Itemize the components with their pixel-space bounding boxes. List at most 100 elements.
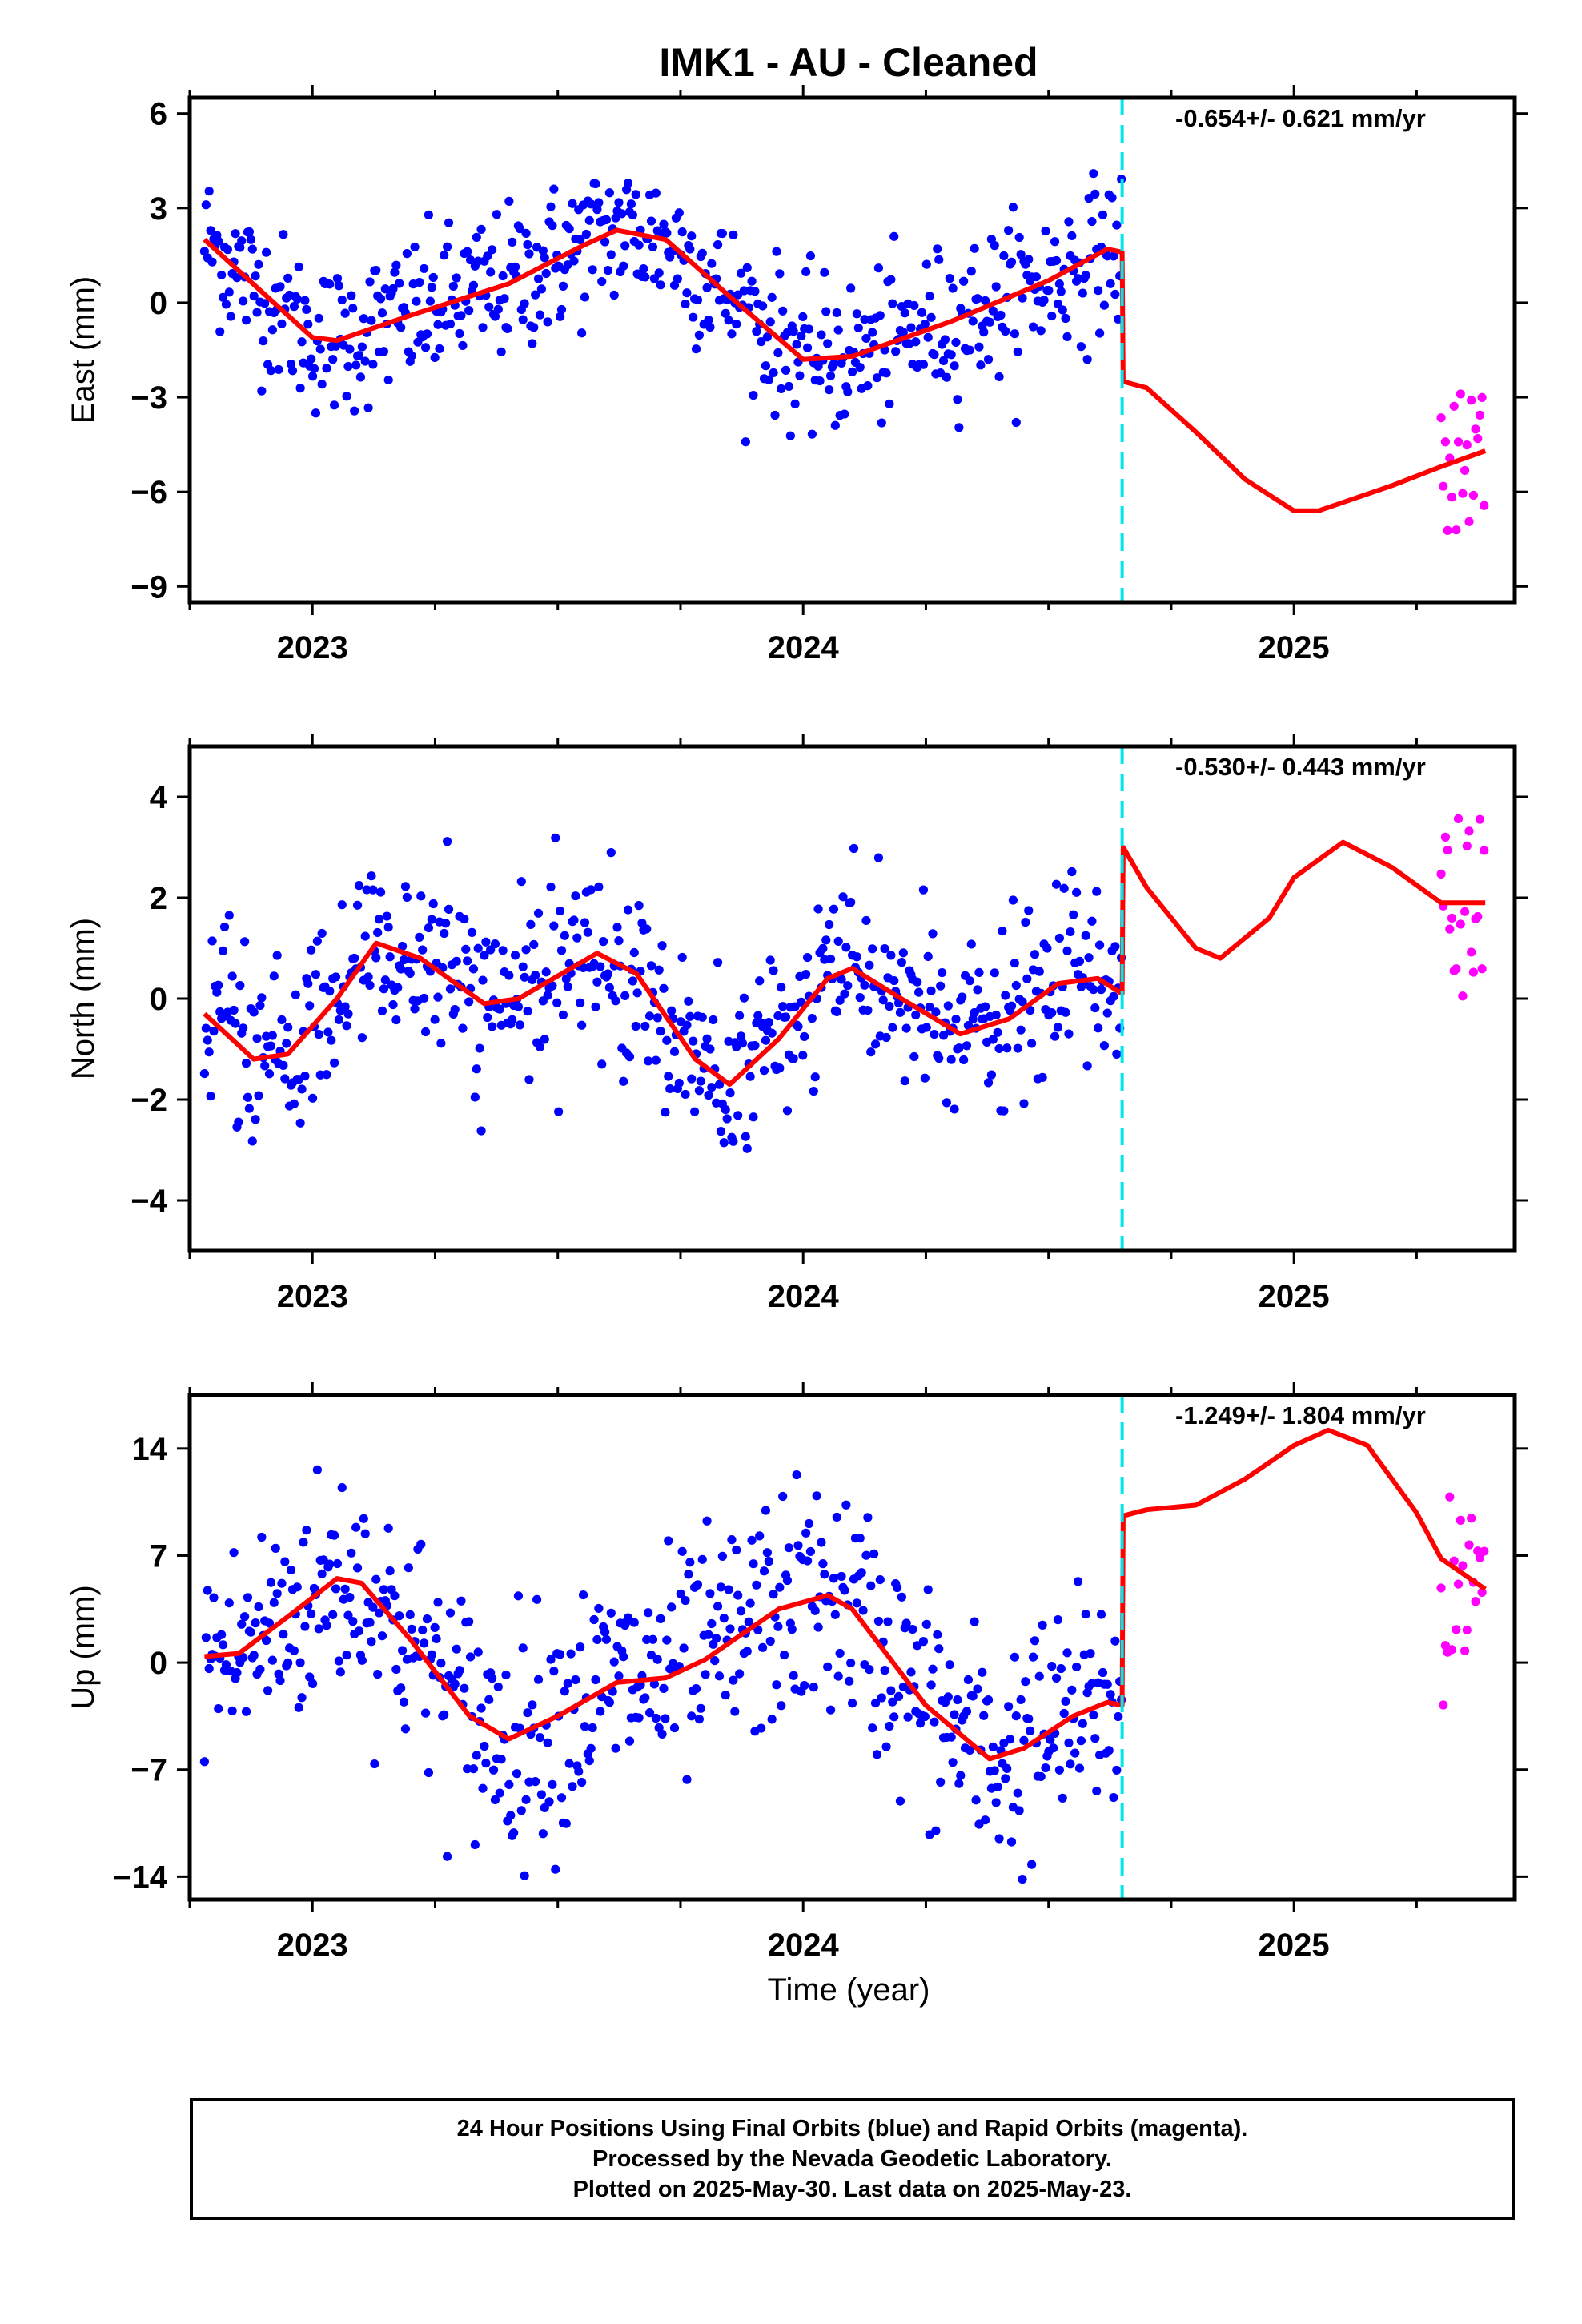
final-orbit-point (214, 236, 223, 246)
final-orbit-point (300, 296, 310, 305)
final-orbit-point (234, 1117, 243, 1127)
final-orbit-point (1053, 1615, 1063, 1625)
final-orbit-point (772, 1680, 781, 1690)
final-orbit-point (1010, 1652, 1019, 1662)
x-tick-label: 2025 (1259, 1279, 1330, 1314)
final-orbit-point (619, 261, 628, 271)
final-orbit-point (895, 1796, 905, 1806)
final-orbit-point (241, 1707, 251, 1716)
final-orbit-point (501, 1670, 511, 1680)
final-orbit-point (656, 1027, 665, 1036)
caption-line-1: 24 Hour Positions Using Final Orbits (bl… (456, 2116, 1248, 2141)
final-orbit-point (382, 911, 391, 921)
final-orbit-point (640, 1693, 650, 1703)
final-orbit-point (286, 1565, 296, 1575)
final-orbit-point (300, 1622, 310, 1631)
final-orbit-point (1067, 231, 1077, 241)
final-orbit-point (463, 247, 472, 256)
final-orbit-point (481, 937, 491, 947)
final-orbit-point (908, 1624, 917, 1634)
final-orbit-point (255, 1000, 265, 1011)
final-orbit-point (713, 1602, 723, 1611)
final-orbit-point (445, 319, 456, 329)
x-tick-label: 2024 (768, 1928, 840, 1963)
final-orbit-point (900, 308, 909, 318)
final-orbit-point (823, 1662, 833, 1671)
final-orbit-point (1094, 940, 1105, 950)
final-orbit-point (702, 283, 712, 292)
final-orbit-point (267, 1655, 277, 1665)
final-orbit-point (365, 980, 375, 990)
final-orbit-point (624, 1736, 635, 1746)
final-orbit-point (761, 1035, 771, 1045)
rapid-orbit-point (1440, 1641, 1451, 1651)
final-orbit-point (741, 1132, 750, 1141)
final-orbit-point (701, 1670, 710, 1679)
final-orbit-point (548, 221, 557, 231)
final-orbit-point (829, 359, 839, 368)
final-orbit-point (1005, 1735, 1015, 1744)
rapid-orbit-point (1473, 433, 1483, 444)
final-orbit-point (428, 899, 438, 909)
final-orbit-point (1038, 1620, 1047, 1630)
final-orbit-point (789, 1054, 798, 1063)
final-orbit-point (716, 1582, 726, 1592)
final-orbit-point (825, 371, 836, 380)
final-orbit-point (600, 237, 610, 247)
final-orbit-point (335, 1667, 345, 1677)
final-orbit-point (691, 1684, 701, 1694)
final-orbit-point (981, 1002, 990, 1011)
final-orbit-point (424, 1767, 434, 1778)
final-orbit-point (390, 1591, 400, 1601)
final-orbit-point (1026, 1726, 1035, 1735)
final-orbit-point (681, 1595, 690, 1606)
final-orbit-point (694, 1715, 704, 1724)
final-orbit-point (945, 1660, 954, 1670)
final-orbit-point (415, 932, 424, 942)
final-orbit-point (508, 1015, 517, 1024)
final-orbit-point (476, 224, 486, 234)
final-orbit-point (546, 1655, 556, 1664)
final-orbit-point (614, 936, 624, 946)
final-orbit-point (1081, 271, 1090, 280)
final-orbit-point (716, 1127, 726, 1136)
final-orbit-point (886, 1686, 896, 1695)
final-orbit-point (307, 1609, 316, 1618)
final-orbit-point (243, 1593, 253, 1602)
final-orbit-point (634, 1713, 644, 1723)
final-orbit-point (263, 1686, 273, 1695)
rapid-orbit-point (1458, 1561, 1468, 1570)
final-orbit-point (1002, 1043, 1012, 1053)
final-orbit-point (464, 997, 474, 1007)
final-orbit-point (958, 992, 967, 1002)
final-orbit-point (264, 1069, 275, 1079)
final-orbit-point (841, 1500, 851, 1510)
panel-3: 2023 2024 2025 14 7 0 −7 −14 Up (mm) -1.249+/- 1.… (66, 1382, 1528, 1963)
final-orbit-point (1019, 1099, 1029, 1108)
final-orbit-point (510, 262, 520, 271)
final-orbit-point (875, 1574, 885, 1585)
final-orbit-point (614, 1671, 624, 1681)
final-orbit-point (1090, 1003, 1100, 1013)
final-orbit-point (802, 952, 813, 963)
final-orbit-point (247, 244, 257, 254)
final-orbit-point (583, 927, 592, 937)
final-orbit-point (687, 1711, 697, 1721)
final-orbit-point (365, 277, 375, 287)
final-orbit-point (493, 1682, 503, 1692)
y-tick-label: −3 (130, 380, 167, 416)
final-orbit-point (749, 1559, 758, 1569)
final-orbit-point (619, 1076, 628, 1086)
final-orbit-point (860, 980, 869, 990)
final-orbit-point (762, 1548, 772, 1558)
final-orbit-point (601, 1634, 612, 1644)
final-orbit-point (608, 1687, 617, 1696)
final-orbit-point (548, 981, 557, 991)
final-orbit-point (752, 1580, 761, 1590)
final-orbit-point (682, 288, 692, 298)
final-orbit-point (818, 1559, 828, 1569)
final-orbit-point (973, 294, 982, 304)
final-orbit-point (705, 322, 715, 332)
final-orbit-point (237, 1619, 247, 1629)
final-orbit-point (521, 228, 531, 239)
